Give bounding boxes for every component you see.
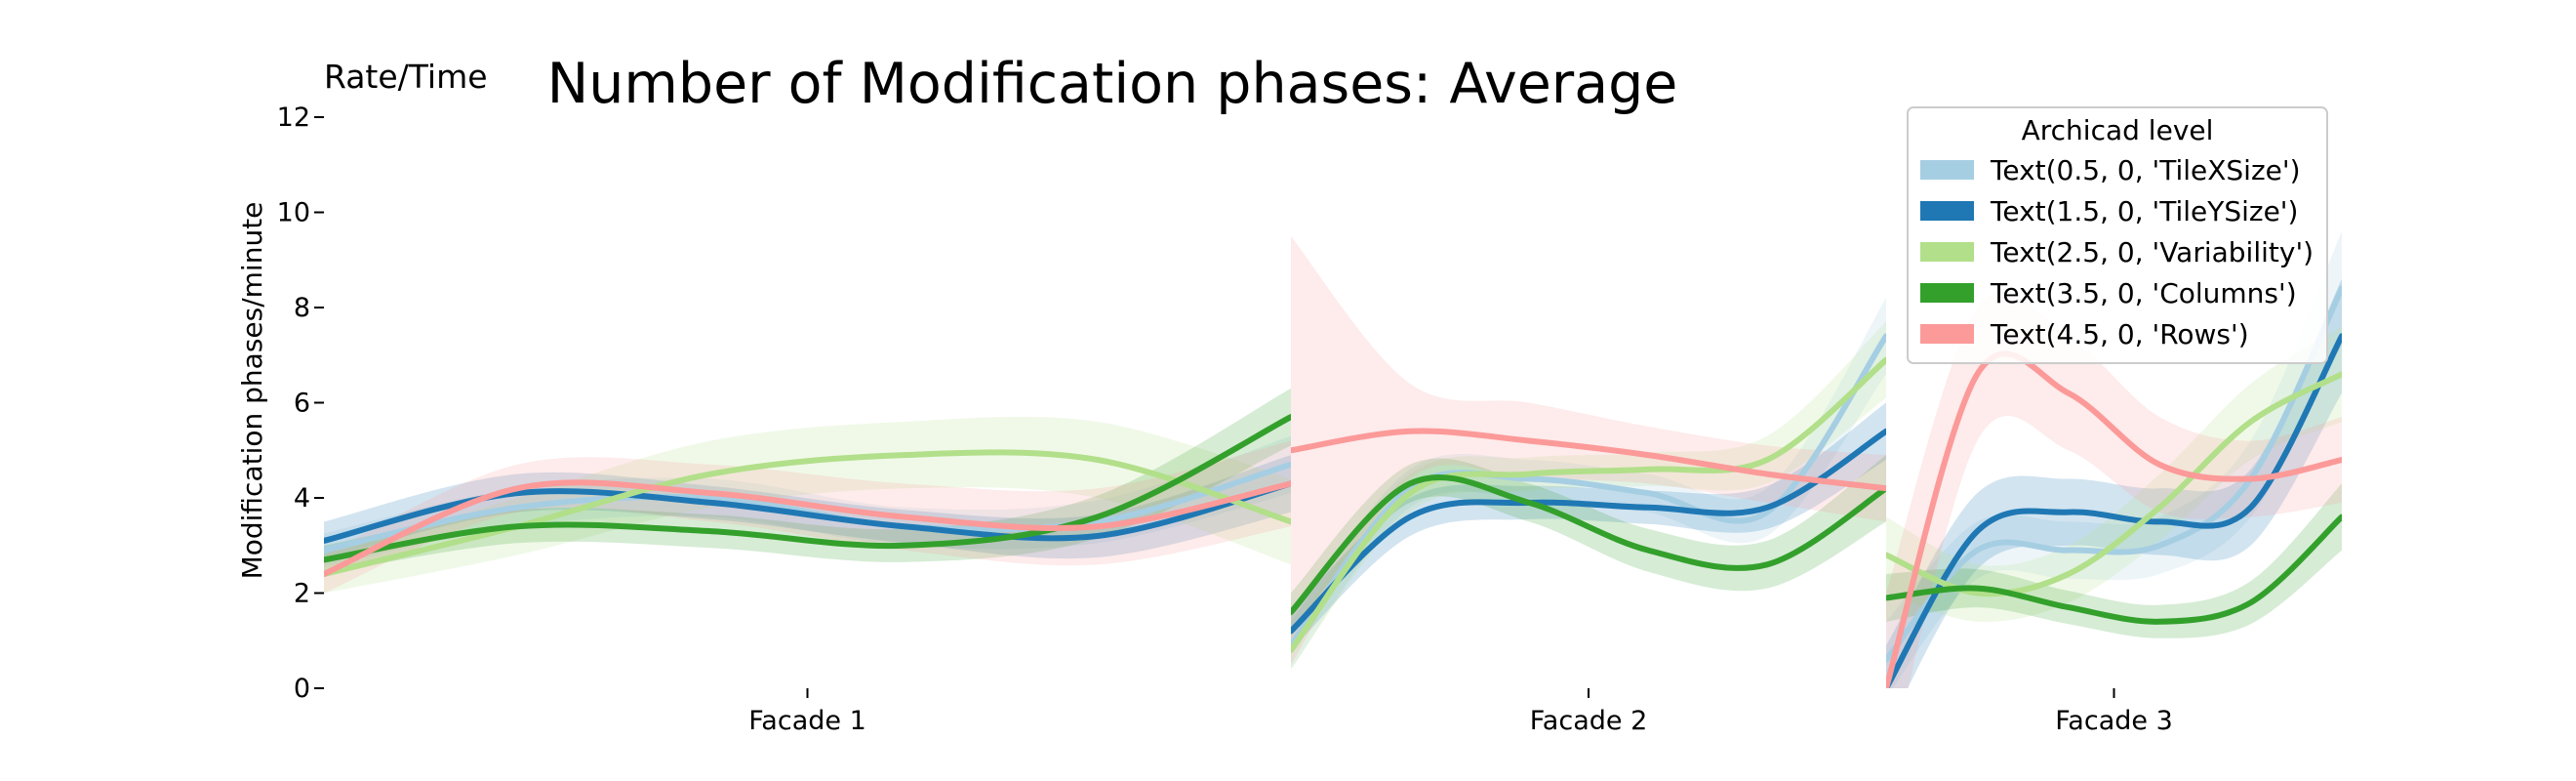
series-line: [1886, 333, 2342, 688]
series-line: [1886, 514, 2342, 625]
confidence-band: [324, 416, 1291, 594]
series-line: [1886, 285, 2342, 663]
legend-label: Text(3.5, 0, 'Columns'): [1990, 277, 2297, 309]
series-line: [324, 414, 1291, 563]
y-tick-label: 8: [294, 293, 310, 323]
legend-title: Archicad level: [2022, 114, 2214, 146]
series-line: [1291, 356, 1886, 653]
confidence-band: [324, 435, 1291, 567]
series-line: [1291, 333, 1886, 649]
legend-frame: [1907, 106, 2328, 364]
confidence-band: [1291, 235, 1886, 665]
x-tick-label: Facade 1: [748, 706, 866, 736]
legend-label: Text(1.5, 0, 'TileYSize'): [1990, 195, 2298, 227]
legend-items: Text(0.5, 0, 'TileXSize') Text(1.5, 0, 'T…: [1920, 154, 2314, 350]
series-line: [324, 479, 1291, 577]
y-axis: 0 2 4 6 8 10 12: [277, 103, 324, 704]
series-line: [324, 449, 1291, 577]
legend-label: Text(4.5, 0, 'Rows'): [1990, 318, 2249, 350]
legend-swatch: [1920, 283, 1974, 303]
y-tick-label: 10: [277, 198, 310, 228]
y-axis-label: Modification phases/minute: [236, 202, 268, 580]
corner-label: Rate/Time: [324, 58, 488, 96]
chart-title: Number of Modification phases: Average: [547, 52, 1678, 116]
confidence-band: [1886, 291, 2342, 688]
confidence-band: [1291, 402, 1886, 650]
y-tick-label: 2: [294, 579, 310, 609]
y-tick-label: 4: [294, 483, 310, 514]
y-tick-label: 0: [294, 674, 310, 704]
legend-swatch: [1920, 242, 1974, 262]
x-tick-label: Facade 2: [1530, 706, 1648, 736]
series-line: [1291, 428, 1886, 492]
y-tick-label: 6: [294, 389, 310, 419]
legend: Archicad level Text(0.5, 0, 'TileXSize')…: [1907, 106, 2328, 364]
legend-swatch: [1920, 324, 1974, 344]
legend-label: Text(0.5, 0, 'TileXSize'): [1990, 154, 2301, 186]
y-tick-label: 12: [277, 103, 310, 133]
series-line: [1886, 350, 2342, 688]
panel-1: [324, 388, 1291, 594]
series-line: [1886, 371, 2342, 597]
series-line: [1291, 428, 1886, 635]
legend-label: Text(2.5, 0, 'Variability'): [1990, 236, 2314, 268]
x-tick-label: Facade 3: [2055, 706, 2173, 736]
series-line: [1291, 473, 1886, 615]
confidence-band: [1886, 231, 2342, 688]
legend-swatch: [1920, 160, 1974, 180]
plot-panels: Facade 1 Facade 2 Facade 3: [324, 231, 2342, 736]
confidence-band: [1886, 483, 2342, 638]
legend-swatch: [1920, 201, 1974, 221]
panel-2: [1291, 235, 1886, 670]
confidence-band: [1291, 455, 1886, 632]
